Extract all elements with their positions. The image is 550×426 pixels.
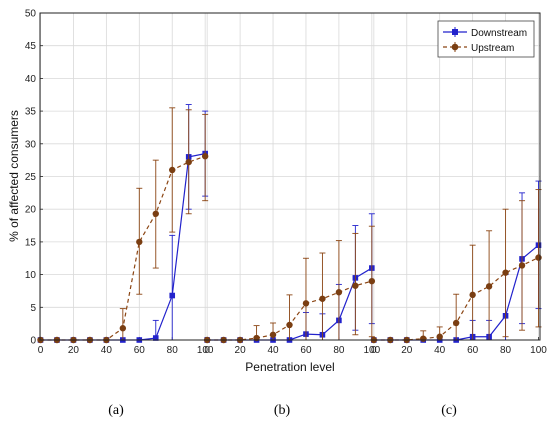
x-axis-label: Penetration level <box>245 360 334 374</box>
x-tick-label: 0 <box>38 345 44 356</box>
x-tick-label: 100 <box>363 345 380 356</box>
upstream-marker <box>368 277 376 285</box>
panel-label-b: (b) <box>274 403 291 418</box>
upstream-marker <box>152 210 159 217</box>
legend-downstream-marker <box>452 29 458 35</box>
y-tick-label: 15 <box>25 237 37 248</box>
y-tick-label: 5 <box>30 303 36 314</box>
upstream-marker <box>469 291 476 299</box>
upstream-marker <box>319 295 326 302</box>
upstream-marker <box>286 321 293 329</box>
upstream-marker <box>136 238 143 246</box>
x-tick-label: 20 <box>401 345 413 356</box>
upstream-marker <box>518 262 526 269</box>
y-tick-label: 25 <box>25 172 37 183</box>
x-tick-label: 80 <box>333 345 345 356</box>
downstream-marker <box>152 335 159 341</box>
y-tick-label: 30 <box>25 139 37 150</box>
upstream-marker <box>502 269 509 276</box>
x-tick-label: 100 <box>530 345 547 356</box>
x-tick-label: 60 <box>300 345 312 356</box>
x-tick-label: 80 <box>500 345 512 356</box>
grid-layer <box>40 13 540 340</box>
upstream-marker <box>452 319 460 327</box>
legend-downstream-label: Downstream <box>471 28 527 39</box>
panel-label-a: (a) <box>108 403 124 418</box>
upstream-marker <box>335 289 343 296</box>
x-tick-label: 40 <box>267 345 279 356</box>
y-tick-label: 0 <box>30 336 36 347</box>
upstream-marker <box>169 166 176 174</box>
legend-upstream-marker <box>451 43 459 51</box>
y-tick-label: 10 <box>25 270 37 281</box>
upstream-marker <box>269 331 277 338</box>
x-tick-label: 20 <box>235 345 247 356</box>
y-tick-label: 40 <box>25 74 37 85</box>
legend-box <box>437 20 535 58</box>
y-axis-label: % of affected consumers <box>7 110 21 242</box>
upstream-marker <box>485 283 493 290</box>
upstream-marker <box>119 325 127 332</box>
plot-frame <box>39 12 541 341</box>
upstream-marker <box>302 300 310 307</box>
y-tick-label: 35 <box>25 107 37 118</box>
x-tick-label: 40 <box>434 345 446 356</box>
x-tick-label: 60 <box>467 345 479 356</box>
legend-upstream-label: Upstream <box>471 43 514 54</box>
downstream-marker <box>169 292 176 299</box>
upstream-marker <box>420 335 427 342</box>
x-tick-label: 80 <box>167 345 179 356</box>
y-tick-label: 50 <box>25 9 37 20</box>
x-tick-label: 100 <box>197 345 214 356</box>
legend: Downstream Upstream <box>437 20 535 58</box>
upstream-marker <box>436 333 443 340</box>
y-tick-label: 20 <box>25 205 37 216</box>
x-tick-label: 60 <box>134 345 146 356</box>
x-tick-label: 0 <box>204 345 210 356</box>
upstream-marker <box>535 254 542 261</box>
y-tick-label: 45 <box>25 41 37 52</box>
x-tick-label: 40 <box>101 345 113 356</box>
upstream-marker <box>201 153 209 160</box>
x-tick-label: 0 <box>371 345 377 356</box>
x-tick-label: 20 <box>68 345 80 356</box>
panel-label-c: (c) <box>441 403 457 418</box>
upstream-marker <box>185 158 192 166</box>
upstream-marker <box>352 282 359 289</box>
